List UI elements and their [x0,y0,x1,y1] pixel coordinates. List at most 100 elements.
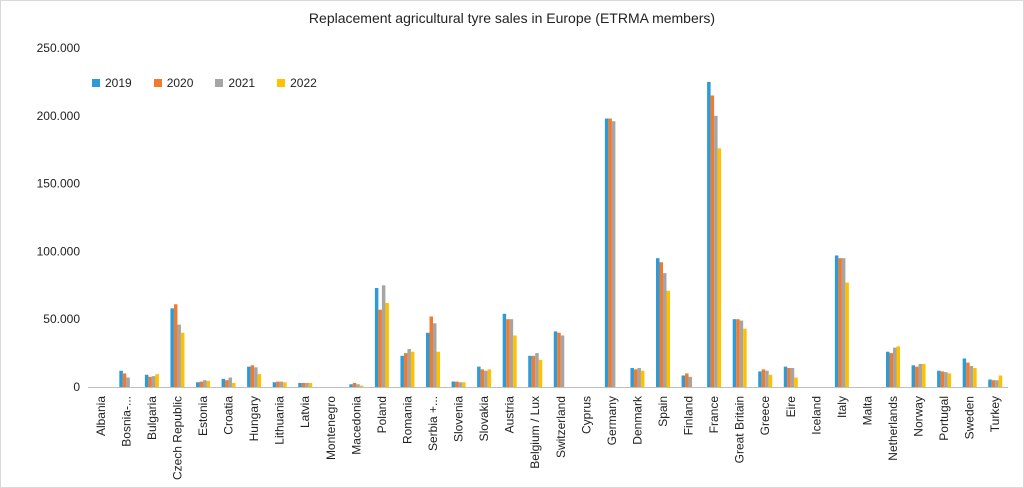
bar-2020 [940,371,945,387]
bar-2022 [232,382,236,387]
bar-2020 [480,369,485,387]
bar-2022 [487,369,492,387]
bar-2022 [640,370,645,387]
bar-2020 [710,95,715,388]
bar-2020 [889,353,893,387]
bar-2021 [841,258,846,387]
bar-2020 [838,258,842,387]
bar-2021 [484,370,488,387]
legend-swatch-2019 [92,79,100,87]
bar-2021 [126,377,130,387]
bar-2020 [787,368,791,387]
bar-2021 [433,323,437,387]
bar-2022 [666,290,670,387]
bar-2021 [177,324,181,387]
x-tick-label: Great Britain [733,396,747,463]
bar-2022 [973,368,977,387]
bar-2021 [279,381,284,387]
bar-2019 [451,381,456,387]
y-tick-label: 250.000 [37,41,81,55]
bar-2019 [707,81,711,388]
bars [119,81,1003,388]
bar-2019 [144,374,149,387]
y-axis: 0 50.000 100.000 150.000 200.000 250.000 [37,41,1008,394]
legend-swatch-2021 [215,79,224,87]
bar-2022 [283,382,287,387]
bar-2022 [768,374,773,387]
bar-2019 [886,351,890,387]
bar-2019 [247,366,251,387]
bar-2022 [998,375,1003,387]
bar-2022 [462,382,466,387]
bar-2021 [407,349,411,387]
bar-2019 [937,370,941,387]
x-tick-label: Estonia [196,396,210,436]
x-tick-label: Croatia [222,396,236,435]
legend-label-2019: 2019 [105,76,132,90]
bar-2019 [630,368,634,387]
bar-2019 [119,370,123,387]
x-tick-label: Greece [758,396,772,436]
bar-2022 [513,335,517,387]
x-tick-label: Italy [835,396,849,418]
bar-2019 [298,382,302,387]
bar-2022 [206,380,210,387]
bar-2021 [765,370,769,387]
y-tick-label: 50.000 [43,312,80,326]
bar-2022 [794,377,798,387]
bar-2020 [633,369,638,387]
x-tick-label: Norway [912,396,926,437]
bar-2021 [560,335,565,387]
bar-2020 [276,381,280,387]
bar-2019 [758,371,762,387]
bar-2020 [173,304,178,387]
bar-2022 [257,374,262,387]
x-tick-label: Macedonia [349,396,363,455]
bar-2020 [659,262,663,387]
bar-2022 [359,385,364,387]
bar-2021 [203,380,207,387]
bar-2020 [122,373,127,387]
bar-2020 [455,381,459,387]
x-tick-label: Sweden [963,396,977,439]
x-tick-label: Latvia [298,396,312,428]
bar-2022 [538,359,543,387]
bar-2021 [228,377,233,387]
bar-2019 [911,365,916,387]
bar-2021 [637,368,641,387]
x-tick-label: Switzerland [554,396,568,458]
x-tick-label: Albania [94,396,108,436]
bar-2019 [528,355,532,387]
legend-item-2019: 2019 [92,76,132,90]
x-tick-label: Slovenia [452,396,466,442]
x-tick-label: Eire [784,396,798,418]
legend-item-2021: 2021 [215,76,255,90]
bar-2022 [410,351,415,387]
bar-2021 [714,115,718,388]
x-tick-label: Iceland [809,396,823,435]
bar-2019 [374,288,379,387]
x-tick-label: Denmark [630,395,644,445]
bar-2022 [743,328,747,387]
bar-2020 [225,380,229,387]
bar-2019 [553,331,558,387]
x-tick-label: Netherlands [886,396,900,461]
bar-2021 [458,382,463,387]
x-tick-label: Cyprus [579,396,593,434]
x-tick-label: Finland [682,396,696,435]
bar-2020 [301,382,306,387]
bar-2020 [148,376,152,387]
bar-2019 [502,313,507,387]
bar-2020 [685,373,689,387]
bar-2019 [656,258,660,387]
bar-2020 [531,355,536,387]
bar-2021 [381,285,386,387]
bar-2022 [308,382,313,387]
bar-2019 [988,379,992,387]
x-tick-label: Portugal [937,396,951,441]
bar-2022 [180,332,185,387]
x-tick-label: France [707,396,721,434]
bar-2020 [915,366,919,387]
bar-2019 [221,378,226,387]
bar-2020 [966,362,970,387]
